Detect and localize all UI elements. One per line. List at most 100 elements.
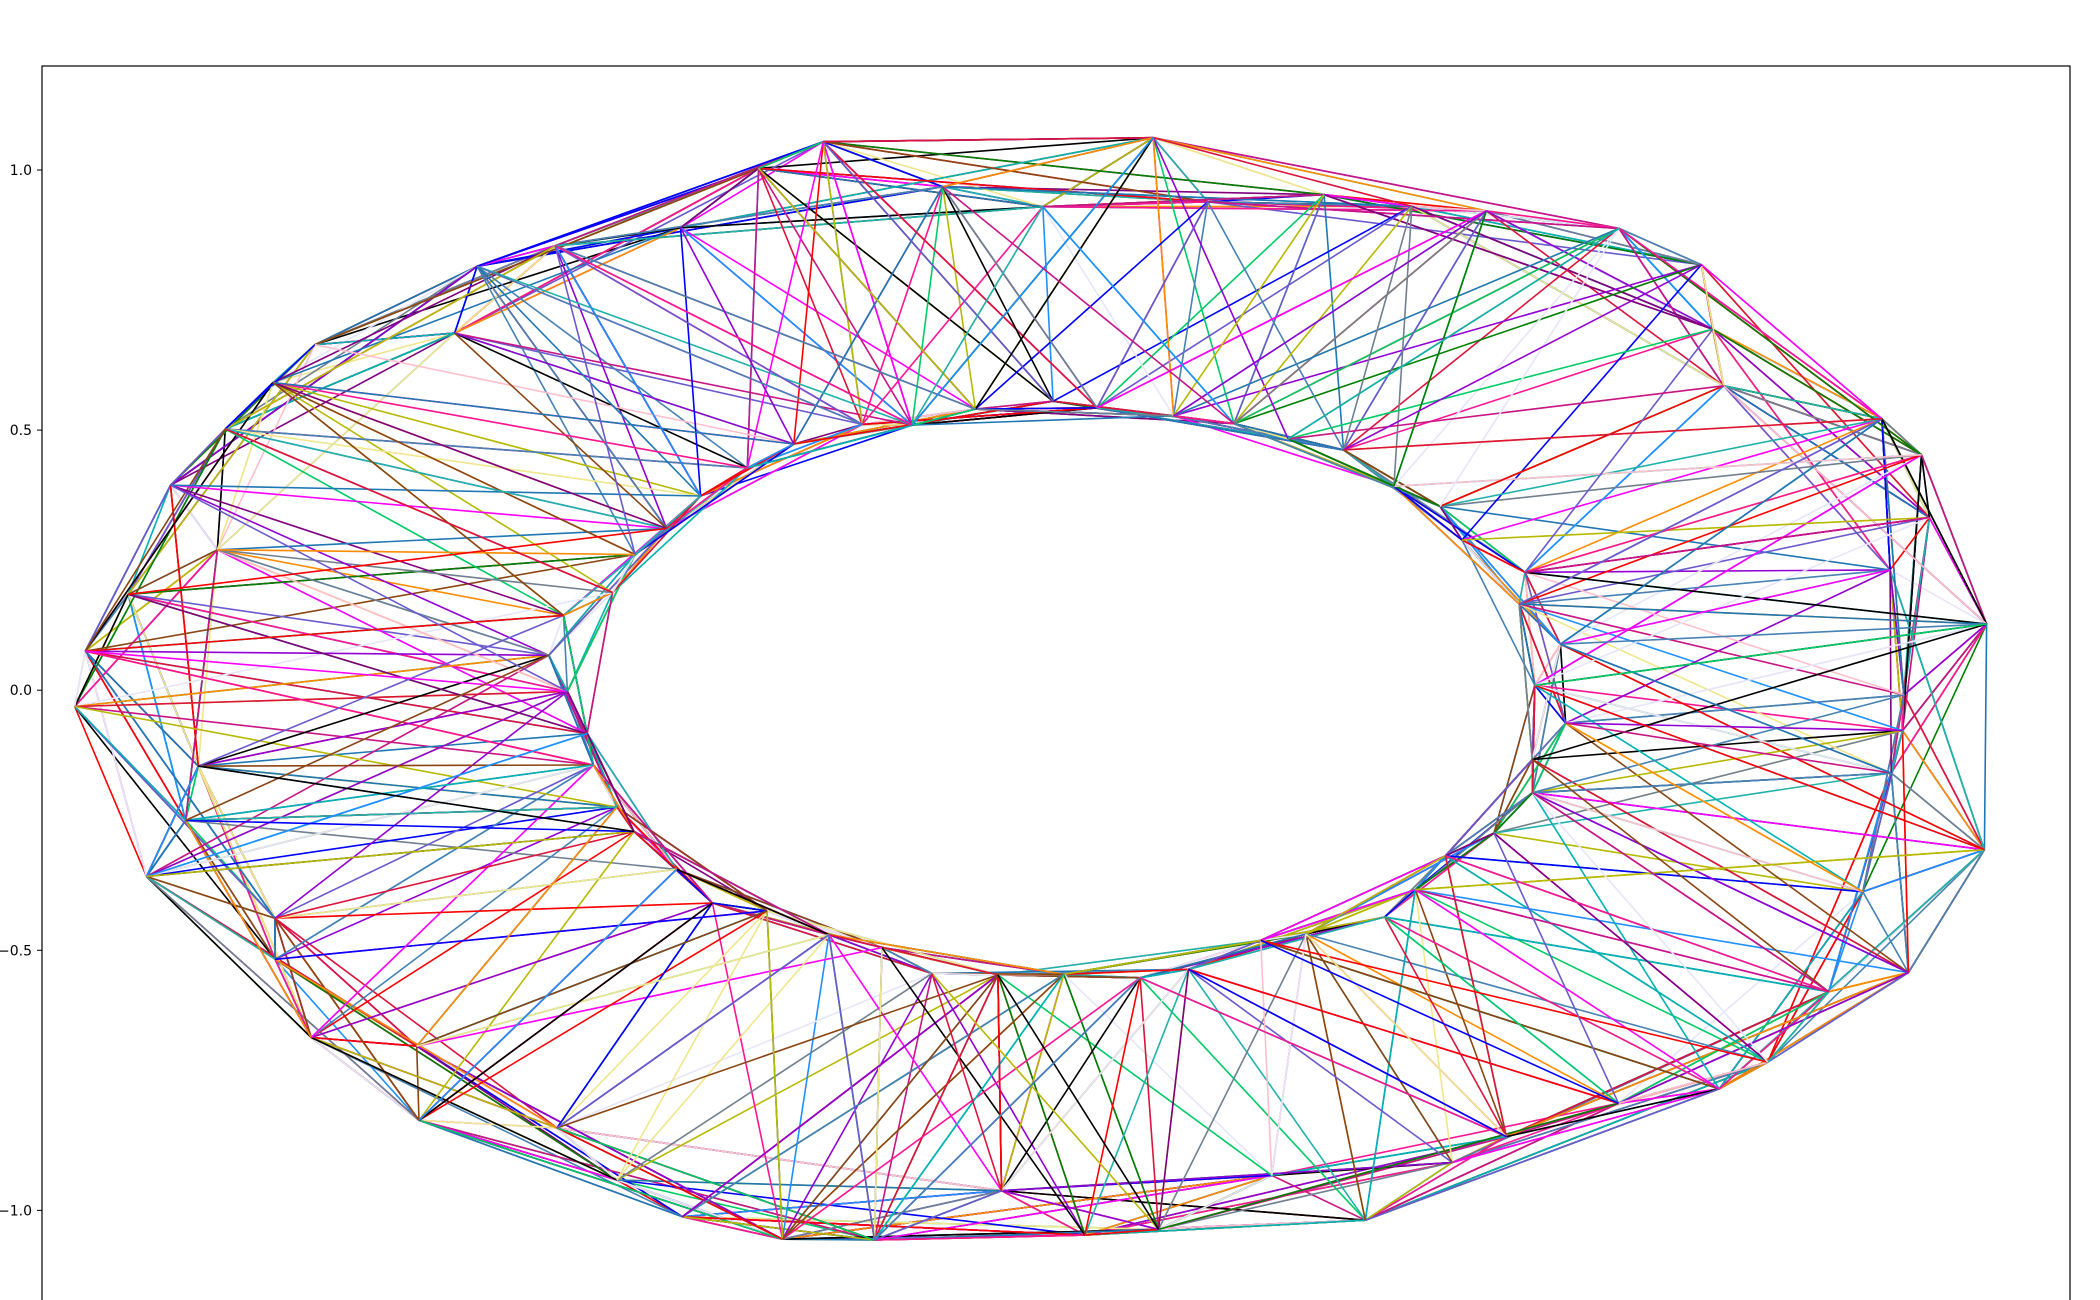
edge-line xyxy=(1152,137,1209,203)
edge-line xyxy=(1903,517,1931,696)
edge-line xyxy=(1518,603,1534,760)
edge-line xyxy=(74,591,613,708)
edge-line xyxy=(272,227,681,384)
edge-line xyxy=(1393,227,1620,487)
edge-line xyxy=(1618,990,1830,1105)
edge-line xyxy=(1384,889,1416,918)
edge-line xyxy=(682,1215,875,1241)
edge-line xyxy=(197,549,219,767)
edge-line xyxy=(1415,888,1829,993)
edge-line xyxy=(1524,328,1714,573)
edge-line xyxy=(1323,193,1714,330)
edge-line xyxy=(1901,694,1905,731)
edge-line xyxy=(1139,977,1366,1221)
edge-line xyxy=(1139,977,1160,1230)
edge-line xyxy=(1383,916,1507,1137)
edge-line xyxy=(310,1036,558,1129)
edge-line xyxy=(1881,418,1988,625)
edge-line xyxy=(145,875,420,1121)
edge-line xyxy=(782,977,1141,1240)
edge-line xyxy=(476,265,702,497)
edge-line xyxy=(793,423,863,445)
edge-line xyxy=(274,958,312,1038)
edge-line xyxy=(1493,832,1769,1063)
edge-line xyxy=(997,974,1003,1191)
edge-line xyxy=(548,553,636,656)
edge-line xyxy=(170,484,667,530)
edge-line xyxy=(1384,916,1619,1104)
edge-line xyxy=(997,974,1086,1236)
edge-line xyxy=(272,381,748,469)
edge-line xyxy=(84,650,276,919)
edge-line xyxy=(217,549,564,617)
edge-line xyxy=(611,467,748,594)
edge-line xyxy=(85,650,549,657)
edge-line xyxy=(1531,644,1562,760)
edge-line xyxy=(169,484,219,551)
edge-line xyxy=(1531,758,1830,993)
edge-line xyxy=(418,1119,783,1240)
edge-line xyxy=(1565,569,1891,724)
edge-line xyxy=(185,806,617,822)
edge-line xyxy=(746,141,824,469)
edge-line xyxy=(828,934,1003,1192)
edge-line xyxy=(274,806,618,961)
edge-line xyxy=(128,593,568,693)
edge-line xyxy=(1518,603,1567,724)
edge-line xyxy=(1233,422,1344,451)
edge-line xyxy=(1206,201,1345,451)
edge-line xyxy=(1493,792,1534,834)
edge-line xyxy=(1723,385,1891,571)
edge-line xyxy=(556,1127,783,1240)
edge-line xyxy=(822,140,1044,208)
edge-line xyxy=(1323,193,1413,208)
edge-line xyxy=(874,1189,1002,1241)
edge-line xyxy=(1618,1061,1769,1105)
edge-line xyxy=(611,554,636,593)
edge-line xyxy=(1000,974,1065,1191)
edge-line xyxy=(1084,1228,1159,1236)
edge-line xyxy=(1524,571,1905,696)
edge-line xyxy=(1486,210,1620,230)
edge-line xyxy=(1260,916,1385,942)
edge-line xyxy=(1271,1135,1507,1177)
edge-line xyxy=(974,137,1154,410)
edge-line xyxy=(1000,977,1141,1192)
edge-line xyxy=(1287,328,1714,440)
edge-line xyxy=(224,428,613,594)
edge-line xyxy=(1519,603,1987,625)
edge-line xyxy=(170,484,568,693)
edge-line xyxy=(974,201,1209,410)
edge-line xyxy=(454,140,824,334)
edge-line xyxy=(1063,968,1189,976)
edge-line xyxy=(757,167,913,426)
edge-line xyxy=(997,939,1261,976)
edge-line xyxy=(1493,759,1534,834)
edge-line xyxy=(1531,758,1909,974)
edge-line xyxy=(548,615,565,656)
edge-line xyxy=(73,706,148,877)
edge-line xyxy=(1618,227,1725,387)
edge-line xyxy=(1531,792,1769,1063)
edge-line xyxy=(1534,516,1930,687)
edge-line xyxy=(74,654,549,708)
edge-line xyxy=(198,765,635,833)
edge-line xyxy=(184,765,200,821)
edge-line xyxy=(274,764,594,919)
edge-line xyxy=(1534,684,1892,774)
edge-line xyxy=(275,910,768,961)
edge-line xyxy=(274,917,418,1047)
edge-line xyxy=(633,830,678,870)
edge-line xyxy=(1518,603,1536,686)
edge-line xyxy=(1233,263,1702,425)
edge-line xyxy=(274,690,568,919)
edge-line xyxy=(1890,730,1904,774)
edge-line xyxy=(169,485,200,767)
edge-line xyxy=(84,484,172,652)
edge-line xyxy=(873,947,883,1241)
edge-line xyxy=(1890,623,1988,774)
edge-line xyxy=(616,806,635,832)
edge-line xyxy=(1889,569,1892,774)
y-tick-label: −0.5 xyxy=(0,943,32,959)
